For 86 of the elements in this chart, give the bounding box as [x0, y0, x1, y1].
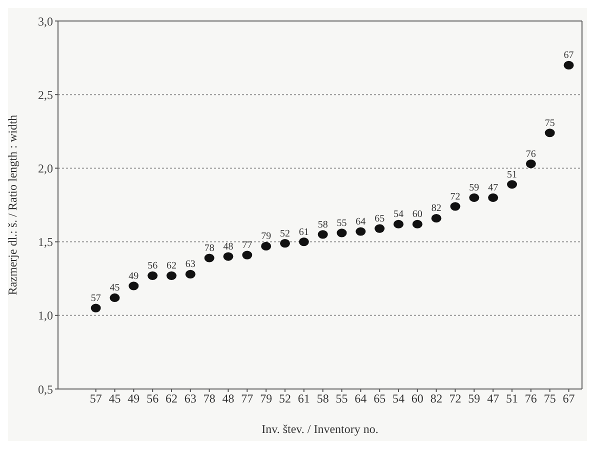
point: [374, 224, 385, 233]
annotation: 61: [298, 226, 309, 238]
point: [412, 220, 422, 228]
y-tick-label: 2,5: [38, 88, 53, 102]
y-axis-title: Razmerje dl.: š. / Ratio length : width: [5, 114, 20, 296]
point: [544, 128, 555, 138]
point: [298, 238, 309, 246]
annotation: 75: [544, 118, 555, 129]
point: [318, 230, 328, 239]
annotation: 55: [336, 218, 347, 229]
x-tick-label: 54: [392, 392, 405, 406]
annotation: 82: [431, 203, 442, 214]
annotation: 51: [507, 169, 518, 180]
annotation: 60: [412, 209, 422, 220]
point: [488, 193, 498, 202]
x-tick-label: 75: [544, 392, 556, 406]
point: [185, 270, 196, 278]
annotation: 58: [318, 219, 328, 230]
point: [450, 202, 460, 211]
annotation: 79: [261, 231, 272, 242]
annotation: 54: [394, 209, 404, 220]
y-tick-label: 1,5: [38, 235, 53, 250]
x-tick-label: 72: [449, 392, 462, 406]
point: [507, 180, 518, 189]
annotation: 62: [166, 260, 176, 272]
x-tick-label: 76: [524, 392, 537, 406]
x-tick-label: 58: [316, 392, 329, 406]
annotation: 77: [242, 240, 252, 252]
point: [242, 250, 252, 260]
point: [564, 60, 574, 70]
x-tick-label: 64: [354, 392, 367, 406]
y-tick-label: 1,0: [38, 308, 53, 323]
x-tick-label: 77: [241, 392, 254, 406]
point: [431, 214, 442, 223]
point: [110, 293, 120, 302]
annotation: 67: [564, 50, 574, 62]
annotation: 57: [90, 293, 101, 304]
annotation: 72: [450, 191, 460, 202]
x-tick-label: 48: [222, 392, 234, 406]
x-tick-label: 57: [90, 392, 102, 406]
annotation: 76: [526, 148, 536, 160]
x-tick-label: 79: [260, 392, 272, 406]
x-tick-label: 51: [506, 392, 518, 406]
point: [148, 271, 158, 280]
x-tick-label: 62: [166, 392, 178, 406]
point: [223, 252, 234, 261]
x-tick-label: 65: [374, 392, 386, 406]
point: [261, 242, 272, 251]
annotation: 52: [280, 228, 290, 240]
annotation: 64: [356, 216, 366, 228]
x-tick-label: 55: [336, 392, 348, 406]
x-tick-label: 59: [468, 392, 480, 406]
x-tick-label: 60: [411, 392, 424, 406]
annotation: 65: [374, 214, 385, 225]
point: [394, 220, 404, 228]
x-tick-label: 45: [108, 392, 121, 406]
y-tick-label: 0,5: [38, 382, 53, 396]
point: [280, 238, 290, 248]
point: [128, 282, 139, 290]
x-tick-label: 47: [487, 392, 500, 406]
x-tick-label: 61: [298, 392, 310, 406]
x-tick-label: 52: [279, 392, 292, 406]
y-tick-label: 2,0: [38, 161, 53, 176]
annotation: 59: [469, 182, 480, 194]
x-tick-label: 56: [146, 392, 159, 406]
annotation: 47: [488, 182, 498, 194]
point: [204, 254, 214, 262]
x-tick-label: 78: [203, 392, 216, 406]
point: [356, 227, 366, 236]
x-tick-label: 63: [184, 392, 196, 406]
point: [469, 193, 480, 202]
x-tick-label: 67: [562, 392, 575, 406]
annotation: 49: [128, 270, 139, 282]
annotation: 78: [204, 242, 214, 254]
y-tick-label: 3,0: [38, 14, 53, 28]
x-tick-label: 49: [128, 392, 140, 406]
annotation: 56: [148, 260, 158, 272]
annotation: 48: [223, 242, 234, 253]
point: [166, 271, 176, 280]
annotation: 63: [185, 259, 196, 270]
x-axis-title: Inv. štev. / Inventory no.: [262, 422, 378, 436]
point: [336, 228, 347, 238]
point: [526, 159, 536, 168]
point: [90, 304, 101, 312]
annotation: 45: [110, 282, 120, 294]
x-tick-label: 82: [430, 392, 442, 406]
